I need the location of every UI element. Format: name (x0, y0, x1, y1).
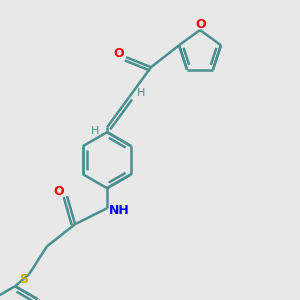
Text: H: H (91, 126, 99, 136)
Text: O: O (114, 47, 124, 60)
Text: O: O (196, 19, 206, 32)
Text: O: O (54, 185, 64, 198)
Text: NH: NH (109, 204, 130, 217)
Text: H: H (137, 88, 145, 98)
Text: S: S (20, 273, 28, 286)
